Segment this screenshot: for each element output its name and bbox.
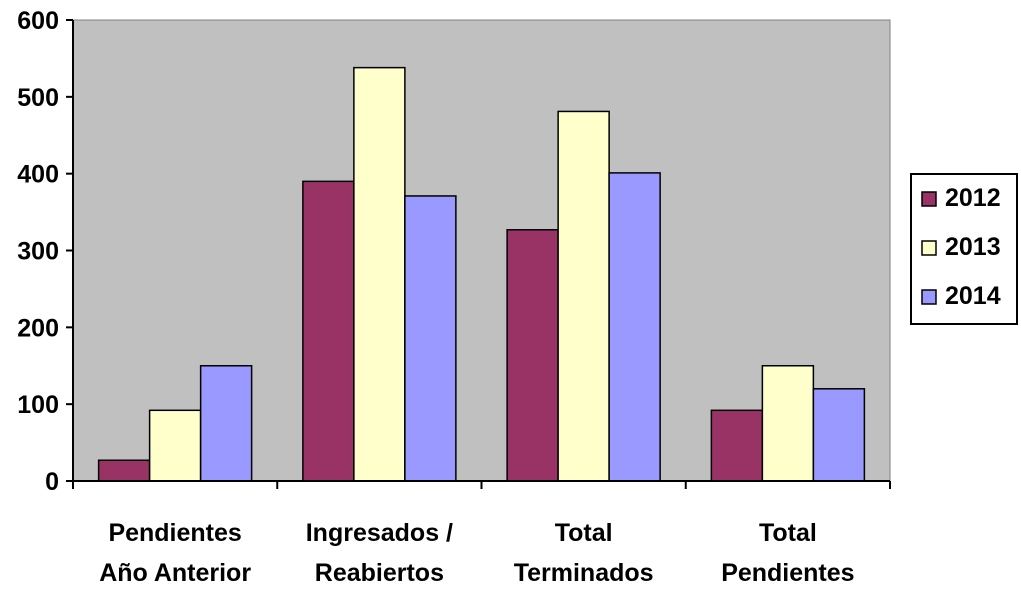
- bar-2013-cat-0: [148, 409, 202, 482]
- bar-2014-cat-2: [608, 172, 661, 482]
- legend-label-2014: 2014: [945, 282, 1001, 310]
- bar-2012-cat-3: [710, 409, 764, 482]
- bar-2014-cat-1: [404, 195, 457, 482]
- legend-swatch-2013: [921, 240, 937, 256]
- bar-2012-cat-1: [302, 180, 355, 482]
- bar-2012-cat-0: [97, 459, 151, 482]
- y-tick-label: 0: [45, 468, 59, 496]
- bar-2013-cat-3: [761, 365, 815, 482]
- y-tick-label: 200: [17, 314, 59, 342]
- x-category-labels: Pendientes Año Anterior Ingresados / Reabie…: [99, 519, 854, 587]
- legend-swatch-2012: [921, 191, 937, 207]
- bar-2013-cat-2: [557, 110, 610, 482]
- x-category-label: Pendientes: [108, 519, 241, 547]
- y-tick-label: 500: [17, 84, 59, 112]
- y-tick-label: 400: [17, 161, 59, 189]
- bar-2013-cat-1: [353, 66, 406, 482]
- x-category-label: Año Anterior: [99, 559, 251, 587]
- bar-2012-cat-2: [506, 229, 559, 482]
- axes-group: [66, 19, 891, 489]
- y-tick-label: 100: [17, 391, 59, 419]
- legend-label-2012: 2012: [945, 184, 1001, 212]
- x-category-label: Terminados: [514, 559, 654, 587]
- legend-swatch-2014: [921, 289, 937, 305]
- legend-label-2013: 2013: [945, 233, 1001, 261]
- x-category-label: Ingresados /: [306, 519, 453, 547]
- bars-group: [97, 66, 866, 482]
- y-tick-label: 300: [17, 238, 59, 266]
- bar-2014-cat-0: [199, 365, 253, 482]
- x-category-label: Pendientes: [721, 559, 854, 587]
- y-tick-label: 600: [17, 7, 59, 35]
- x-category-label: Total: [759, 519, 817, 547]
- x-category-label: Reabiertos: [315, 559, 444, 587]
- x-category-label: Total: [555, 519, 613, 547]
- y-tick-labels: 0 100 200 300 400 500 600: [17, 7, 59, 496]
- legend: 2012 2013 2014: [910, 173, 1018, 325]
- bar-2014-cat-3: [812, 388, 866, 482]
